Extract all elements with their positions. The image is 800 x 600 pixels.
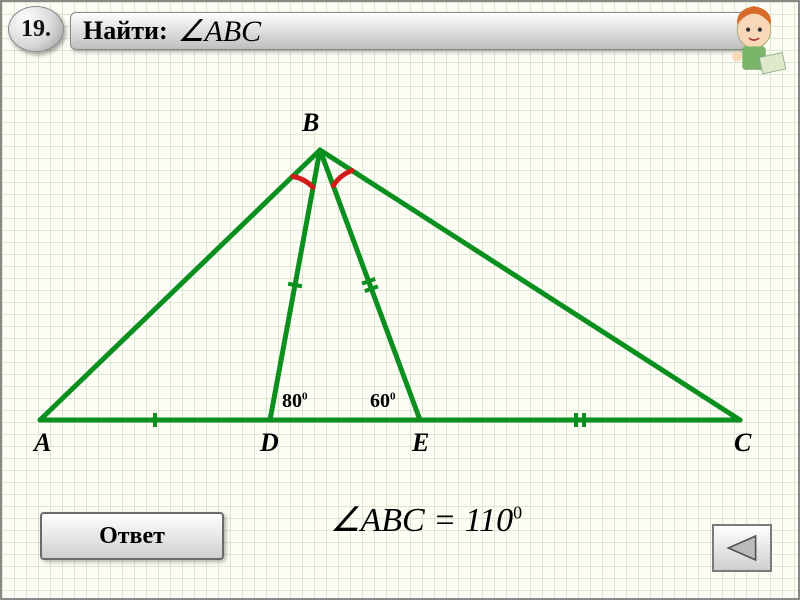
header-expression: ∠ABC xyxy=(178,14,262,49)
header-bar: Найти: ∠ABC xyxy=(70,12,755,50)
header-label: Найти: xyxy=(83,16,168,46)
problem-number-badge: 19. xyxy=(8,6,64,52)
student-girl-illustration xyxy=(712,0,796,80)
geometry-diagram xyxy=(0,0,800,600)
problem-number: 19. xyxy=(21,16,51,43)
